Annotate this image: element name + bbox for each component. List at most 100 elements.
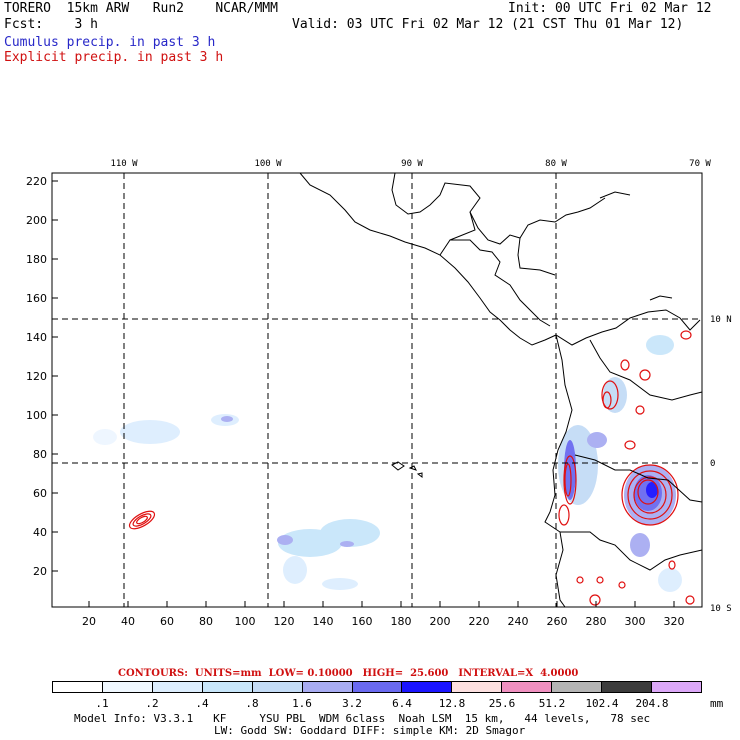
precip-patch — [646, 482, 658, 498]
caribbean-island — [649, 295, 673, 301]
explicit-precip-contours — [128, 330, 695, 606]
interval-text: INTERVAL=X 4.0000 — [458, 668, 579, 679]
contour — [624, 440, 636, 450]
contour — [132, 513, 152, 527]
x-tick-label: 160 — [352, 615, 373, 628]
x-tick-label: 20 — [82, 615, 96, 628]
colorbar-cell — [252, 682, 303, 692]
contour — [596, 576, 604, 584]
x-tick-label: 280 — [586, 615, 607, 628]
y-tick-label: 80 — [33, 448, 47, 461]
precip-patch — [587, 432, 607, 448]
colorbar-cell — [152, 682, 203, 692]
map-frame — [51, 172, 703, 608]
caribbean-island — [599, 191, 631, 199]
precip-patch — [283, 556, 307, 584]
y-tick-labels: 220 200 180 160 140 120 100 80 60 40 20 — [26, 175, 47, 578]
precip-patch — [630, 533, 650, 557]
high-text: HIGH= 25.600 — [362, 668, 449, 679]
y-tick-label: 60 — [33, 487, 47, 500]
colorbar-label: 51.2 — [538, 697, 566, 710]
x-tick-label: 200 — [430, 615, 451, 628]
precip-patch — [221, 416, 233, 422]
cumulus-precip-areas — [93, 335, 682, 592]
lat-label: 10 N — [710, 315, 732, 325]
x-tick-label: 240 — [508, 615, 529, 628]
y-tick-label: 40 — [33, 526, 47, 539]
y-tick-label: 160 — [26, 292, 47, 305]
colorbar-label: .1 — [95, 697, 109, 710]
colorbar-label: 3.2 — [342, 697, 362, 710]
x-tick-label: 40 — [121, 615, 135, 628]
lat-label: 10 S — [710, 604, 732, 614]
model-title: TORERO 15km ARW Run2 NCAR/MMM — [4, 1, 278, 16]
contour — [576, 576, 584, 584]
x-tick-label: 180 — [391, 615, 412, 628]
contour — [680, 330, 692, 340]
precip-patch — [603, 377, 627, 413]
y-tick-label: 220 — [26, 175, 47, 188]
valid-time: Valid: 03 UTC Fri 02 Mar 12 (21 CST Thu … — [292, 17, 684, 32]
contour — [618, 581, 626, 589]
colorbar-cell — [452, 682, 503, 692]
colorbar-label: 25.6 — [488, 697, 516, 710]
precip-patch — [658, 568, 682, 592]
colorbar-label: .8 — [245, 697, 259, 710]
colorbar-cell — [102, 682, 153, 692]
south-america-interior — [560, 531, 703, 571]
x-tick-label: 260 — [547, 615, 568, 628]
y-tick-label: 200 — [26, 214, 47, 227]
init-time: Init: 00 UTC Fri 02 Mar 12 — [508, 1, 712, 16]
axis-ticks — [52, 180, 675, 607]
contour — [136, 515, 148, 525]
colorbar-cell — [202, 682, 253, 692]
border — [517, 237, 556, 276]
precip-patch — [93, 429, 117, 445]
central-america-borders — [439, 239, 551, 327]
model-info-line2: LW: Godd SW: Goddard DIFF: simple KM: 2D… — [214, 724, 526, 737]
y-tick-label: 20 — [33, 565, 47, 578]
lon-label: 110 W — [110, 159, 138, 169]
south-america-interior — [589, 339, 703, 401]
x-tick-label: 220 — [469, 615, 490, 628]
colorbar-cell — [552, 682, 603, 692]
colorbar-cell — [652, 682, 701, 692]
precip-patch — [646, 335, 674, 355]
forecast-hour: Fcst: 3 h — [4, 17, 98, 32]
x-tick-label: 300 — [625, 615, 646, 628]
lon-label: 80 W — [545, 159, 567, 169]
explicit-precip-label: Explicit precip. in past 3 h — [4, 50, 224, 65]
contour — [563, 455, 577, 505]
y-tick-label: 100 — [26, 409, 47, 422]
contour — [620, 359, 630, 371]
mexico-coast — [299, 172, 701, 346]
contour — [589, 594, 601, 606]
colorbar-label: 204.8 — [635, 697, 669, 710]
galapagos — [391, 461, 423, 478]
x-tick-label: 140 — [313, 615, 334, 628]
x-tick-label: 320 — [664, 615, 685, 628]
y-tick-label: 140 — [26, 331, 47, 344]
x-tick-labels: 20 40 60 80 100 120 140 160 180 200 220 … — [82, 615, 685, 628]
lat-labels: 10 N 0 10 S — [710, 315, 732, 614]
contour — [128, 510, 156, 530]
colorbar-cell — [502, 682, 553, 692]
contour — [602, 391, 612, 409]
contour — [639, 369, 651, 381]
colorbar — [52, 681, 702, 693]
contour — [637, 479, 659, 505]
x-tick-label: 120 — [274, 615, 295, 628]
model-info-line1: Model Info: V3.3.1 KF YSU PBL WDM 6class… — [74, 712, 651, 725]
colorbar-label: .2 — [145, 697, 159, 710]
x-tick-label: 100 — [235, 615, 256, 628]
contour — [635, 405, 645, 415]
colorbar-unit: mm — [710, 697, 724, 710]
contours-text: CONTOURS: UNITS=mm LOW= 0.10000 — [118, 668, 353, 679]
y-tick-label: 180 — [26, 253, 47, 266]
south-america-coast — [544, 334, 573, 608]
colorbar-cell — [53, 682, 103, 692]
contour — [668, 560, 676, 570]
colorbar-cell — [602, 682, 653, 692]
precip-patch — [120, 420, 180, 444]
south-america-interior — [574, 454, 703, 503]
